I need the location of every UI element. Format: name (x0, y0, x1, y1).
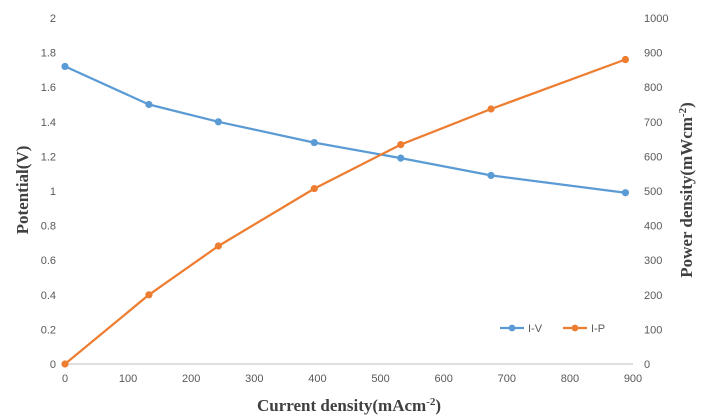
x-tick-label: 600 (434, 373, 452, 385)
data-point-i-v (214, 118, 222, 126)
legend-label-i-v: I-V (528, 323, 543, 335)
y-left-tick-label: 0.8 (41, 221, 56, 233)
legend-item-i-p: I-P (563, 323, 605, 335)
x-tick-label: 100 (119, 373, 137, 385)
legend-label-i-p: I-P (591, 323, 605, 335)
data-point-i-v (397, 154, 405, 162)
y-left-tick-label: 0.6 (41, 255, 56, 267)
x-tick-label: 300 (245, 373, 263, 385)
y-right-tick-label: 0 (644, 359, 650, 371)
y-right-tick-label: 500 (644, 186, 662, 198)
data-point-i-p (487, 105, 495, 113)
legend: I-V I-P (500, 323, 605, 335)
data-point-i-p (61, 360, 69, 368)
ticks-layer: 0 100 200 300 400 500 600 700 800 90000.20.40.60.… (41, 13, 669, 385)
data-point-i-p (397, 141, 405, 149)
y-left-tick-label: 1.6 (41, 82, 56, 94)
y-left-tick-label: 0.2 (41, 324, 56, 336)
legend-item-i-v: I-V (500, 323, 543, 335)
x-tick-label: 900 (624, 373, 642, 385)
x-tick-label: 0 (62, 373, 68, 385)
y-right-tick-label: 100 (644, 324, 662, 336)
data-point-i-v (487, 171, 495, 180)
y-left-tick-label: 0 (50, 359, 56, 371)
y-left-tick-label: 1.4 (41, 117, 56, 129)
x-axis-title: Current density(mAcm-2) (257, 396, 441, 415)
y-left-tick-label: 1.8 (41, 48, 56, 60)
y-right-tick-label: 300 (644, 255, 662, 267)
data-point-i-v (310, 138, 318, 147)
x-tick-label: 700 (498, 373, 516, 385)
series-layer (61, 55, 630, 368)
y-left-tick-label: 0.4 (41, 290, 56, 302)
x-tick-label: 800 (561, 373, 579, 385)
y-right-tick-label: 400 (644, 221, 662, 233)
data-point-i-v (61, 62, 69, 71)
y-left-tick-label: 1 (50, 186, 56, 198)
y-right-tick-label: 600 (644, 151, 662, 163)
series-i-p (61, 55, 630, 368)
y-left-tick-label: 1.2 (41, 151, 56, 163)
y-right-tick-label: 1000 (644, 13, 668, 25)
x-tick-label: 500 (371, 373, 389, 385)
data-point-i-p (145, 291, 153, 299)
y-left-tick-label: 2 (50, 13, 56, 25)
data-point-i-p (310, 184, 318, 193)
y-right-axis-title: Power density(mWcm-2) (677, 102, 696, 278)
y-right-tick-label: 800 (644, 82, 662, 94)
series-i-v (61, 62, 630, 197)
y-left-axis-title: Potential(V) (13, 146, 32, 235)
legend-marker-i-p (571, 324, 579, 332)
y-right-tick-label: 200 (644, 290, 662, 302)
data-point-i-p (214, 242, 222, 250)
legend-marker-i-v (508, 324, 516, 332)
x-tick-label: 200 (182, 373, 200, 385)
data-point-i-v (145, 100, 153, 109)
x-tick-label: 400 (308, 373, 326, 385)
y-right-tick-label: 900 (644, 48, 662, 60)
y-right-tick-label: 700 (644, 117, 662, 129)
data-point-i-p (621, 55, 630, 64)
data-point-i-v (621, 189, 630, 197)
